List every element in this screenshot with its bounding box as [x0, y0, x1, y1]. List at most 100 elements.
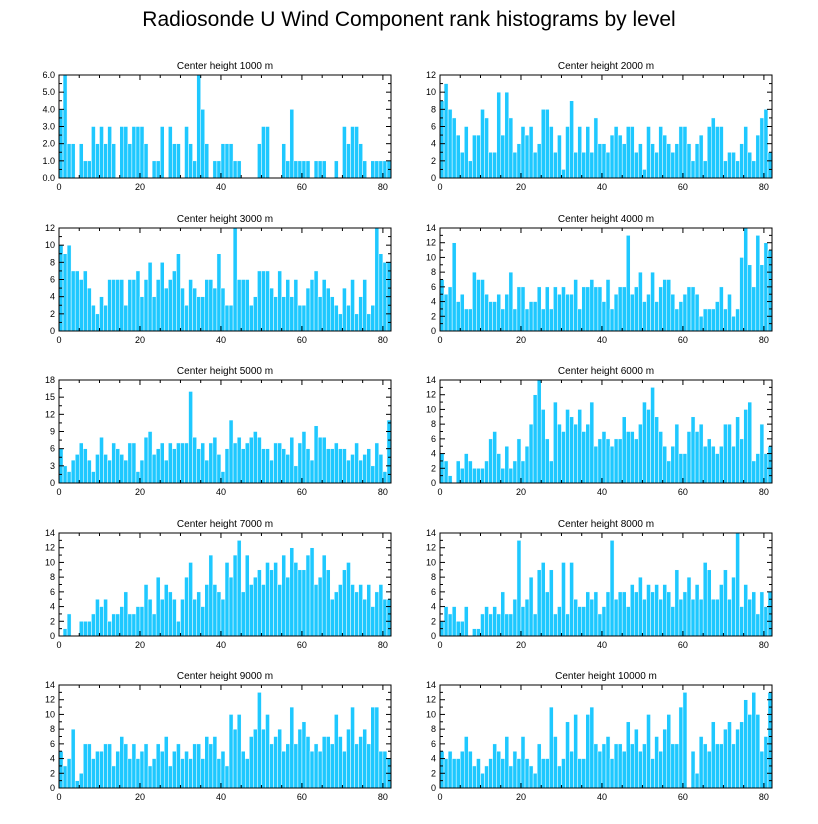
y-tick-label: 10	[45, 557, 55, 567]
histogram-bar	[504, 293, 510, 332]
x-tick-label: 60	[678, 182, 688, 192]
histogram-bar	[524, 134, 530, 179]
histogram-bar	[342, 287, 347, 332]
histogram-bar	[569, 562, 574, 637]
histogram-bar	[196, 296, 201, 332]
histogram-bar	[642, 301, 647, 332]
y-tick-label: 15	[45, 392, 55, 402]
histogram-bar	[334, 442, 339, 484]
histogram-bar	[569, 416, 574, 484]
histogram-bar	[565, 613, 570, 637]
histogram-bar	[747, 401, 753, 484]
y-tick-label: 8	[431, 419, 436, 429]
histogram-bar	[127, 613, 133, 637]
histogram-bar	[378, 750, 384, 789]
y-tick-label: 2.0	[42, 139, 55, 149]
histogram-bar	[755, 134, 761, 179]
histogram-bar	[346, 728, 351, 789]
histogram-bar	[735, 416, 740, 484]
histogram-bar	[711, 445, 716, 484]
histogram-bar	[224, 143, 230, 179]
histogram-bar	[172, 143, 177, 179]
panel-1: 0 20 40 60 80 0.0 1.0 2.0 3.0 4.0 5.0 6.0 Center hei…	[42, 61, 392, 192]
histogram-bar	[650, 143, 655, 179]
histogram-bar	[617, 286, 623, 332]
histogram-bar	[605, 591, 611, 637]
y-tick-label: 10	[426, 709, 436, 719]
histogram-bar	[536, 569, 542, 637]
histogram-bar	[727, 423, 732, 484]
histogram-bar	[155, 448, 161, 484]
histogram-bar	[212, 436, 218, 484]
histogram-bar	[577, 126, 582, 179]
histogram-bar	[484, 293, 489, 332]
histogram-bar	[261, 126, 266, 179]
histogram-bar	[362, 598, 367, 637]
histogram-bar	[91, 471, 96, 484]
histogram-bar	[528, 423, 534, 484]
histogram-bar	[472, 271, 477, 332]
histogram-bar	[674, 743, 680, 789]
histogram-bar	[99, 436, 104, 484]
histogram-bar	[115, 279, 120, 332]
histogram-bar	[464, 453, 469, 484]
histogram-bar	[350, 584, 355, 637]
histogram-bar	[569, 750, 574, 789]
histogram-bar	[447, 475, 453, 484]
histogram-bar	[350, 126, 355, 179]
histogram-bar	[706, 308, 712, 332]
histogram-bar	[378, 454, 384, 484]
histogram-bar	[228, 576, 234, 637]
histogram-bar	[289, 547, 295, 637]
histogram-bar	[565, 293, 570, 332]
histogram-bar	[759, 423, 765, 484]
histogram-bar	[755, 235, 761, 332]
histogram-bar	[459, 750, 465, 789]
histogram-bar	[512, 308, 518, 332]
histogram-bar	[609, 540, 615, 637]
histogram-bar	[164, 459, 169, 484]
histogram-bar	[273, 296, 278, 332]
histogram-bar	[561, 758, 566, 789]
histogram-bar	[459, 621, 465, 637]
histogram-bar	[386, 598, 392, 637]
y-tick-label: 6	[431, 739, 436, 749]
histogram-bar	[192, 436, 197, 484]
histogram-bar	[224, 562, 230, 637]
histogram-bar	[232, 442, 238, 484]
y-tick-label: 6	[50, 739, 55, 749]
histogram-bar	[261, 448, 266, 484]
y-tick-label: 8	[50, 724, 55, 734]
x-tick-label: 40	[597, 182, 607, 192]
histogram-bar	[666, 591, 672, 637]
histogram-bar	[261, 584, 266, 637]
histogram-bar	[739, 721, 744, 789]
histogram-bar	[111, 279, 116, 332]
histogram-bar	[698, 598, 704, 637]
histogram-bar	[702, 160, 708, 179]
histogram-bar	[313, 270, 319, 332]
y-tick-label: 0.0	[42, 173, 55, 183]
histogram-bar	[103, 143, 108, 179]
histogram-bar	[334, 714, 339, 789]
panel-5: 0 20 40 60 80 0 3 6 9 12 15 18 Center height 5000 m	[45, 366, 392, 497]
histogram-bar	[188, 758, 193, 789]
histogram-bar	[739, 257, 744, 332]
histogram-bar	[172, 598, 177, 637]
histogram-bar	[62, 765, 68, 789]
histogram-bar	[702, 445, 708, 484]
x-tick-label: 20	[135, 640, 145, 650]
histogram-bar	[297, 442, 303, 484]
histogram-bar	[107, 279, 112, 332]
histogram-bar	[715, 743, 720, 789]
x-tick-label: 20	[516, 640, 526, 650]
histogram-bar	[78, 442, 84, 484]
histogram-bar	[204, 584, 210, 637]
histogram-bar	[330, 598, 335, 637]
histogram-bar	[83, 160, 88, 179]
histogram-bar	[95, 454, 100, 484]
y-tick-label: 0	[50, 783, 55, 793]
histogram-bar	[743, 126, 748, 179]
histogram-bar	[265, 714, 270, 789]
